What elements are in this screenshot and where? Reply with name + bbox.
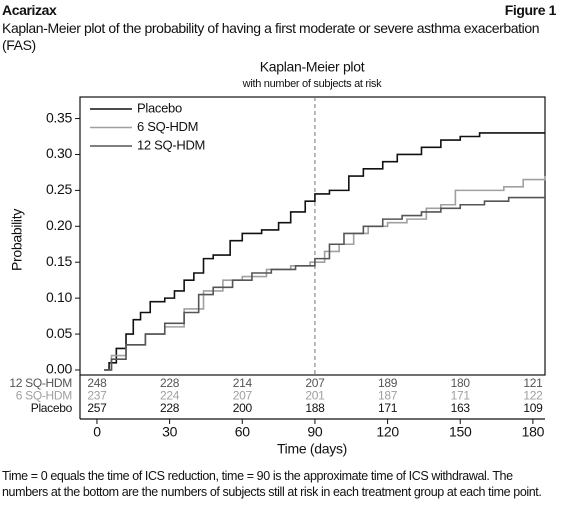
risk-count: 171 xyxy=(378,401,398,415)
x-tick-label: 60 xyxy=(235,424,250,440)
caption: Kaplan-Meier plot of the probability of … xyxy=(2,20,540,53)
risk-row-label: Placebo xyxy=(31,401,73,415)
risk-row-label: 6 SQ-HDM xyxy=(16,389,73,403)
figure-label: Figure 1 xyxy=(504,2,557,18)
km-curve xyxy=(104,132,545,371)
risk-count: 257 xyxy=(87,401,107,415)
risk-count: 207 xyxy=(305,376,325,390)
y-tick-label: 0.00 xyxy=(46,361,73,377)
x-tick-label: 30 xyxy=(162,424,177,440)
risk-count: 180 xyxy=(451,376,471,390)
y-tick-label: 0.25 xyxy=(46,181,73,197)
plot-frame xyxy=(79,96,546,376)
y-tick-label: 0.10 xyxy=(46,289,73,305)
chart-title: Kaplan-Meier plot xyxy=(260,59,365,75)
risk-count: 189 xyxy=(378,376,398,390)
risk-count: 109 xyxy=(523,401,543,415)
y-tick-label: 0.30 xyxy=(46,145,73,161)
chart-subtitle: with number of subjects at risk xyxy=(242,78,382,90)
y-tick-label: 0.20 xyxy=(46,217,73,233)
risk-count: 237 xyxy=(87,389,107,403)
risk-count: 228 xyxy=(160,376,180,390)
risk-count: 171 xyxy=(451,389,471,403)
risk-count: 224 xyxy=(160,389,180,403)
y-tick-label: 0.05 xyxy=(46,325,73,341)
x-tick-label: 0 xyxy=(93,424,101,440)
y-tick-label: 0.15 xyxy=(46,253,73,269)
y-tick-label: 0.35 xyxy=(46,109,73,125)
risk-count: 200 xyxy=(233,401,253,415)
risk-count: 188 xyxy=(305,401,325,415)
risk-count: 122 xyxy=(523,389,543,403)
risk-count: 201 xyxy=(305,389,325,403)
legend-label: Placebo xyxy=(137,100,182,115)
risk-row-label: 12 SQ-HDM xyxy=(9,376,72,390)
legend-label: 12 SQ-HDM xyxy=(137,137,205,152)
footnote: Time = 0 equals the time of ICS reductio… xyxy=(2,469,542,499)
legend-label: 6 SQ-HDM xyxy=(137,119,198,134)
y-axis-label: Probability xyxy=(9,209,25,271)
chart: Kaplan-Meier plot with number of subject… xyxy=(9,59,546,457)
risk-count: 214 xyxy=(233,376,253,390)
x-tick-label: 150 xyxy=(449,424,472,440)
risk-count: 163 xyxy=(451,401,471,415)
x-axis-label: Time (days) xyxy=(277,441,347,457)
risk-count: 228 xyxy=(160,401,180,415)
risk-count: 207 xyxy=(233,389,253,403)
risk-count: 121 xyxy=(523,376,543,390)
km-curve xyxy=(104,193,546,371)
risk-count: 248 xyxy=(87,376,107,390)
risk-count: 187 xyxy=(378,389,398,403)
x-tick-label: 90 xyxy=(307,424,322,440)
header-title: Acarizax xyxy=(2,2,57,18)
x-tick-label: 120 xyxy=(376,424,399,440)
x-tick-label: 180 xyxy=(522,424,545,440)
